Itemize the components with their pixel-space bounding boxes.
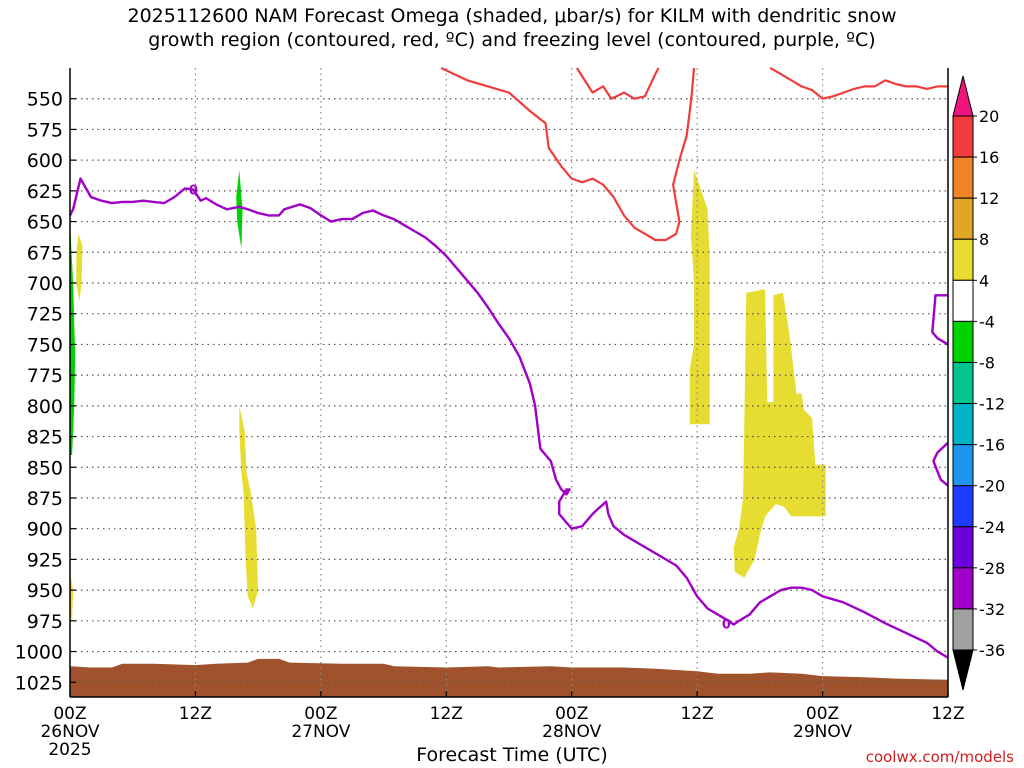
x-tick-label-48: 00Z [555,704,588,724]
y-tick-label-875: 875 [27,488,63,510]
colorbar-swatch-0 [952,115,974,158]
y-tick-label-750: 750 [27,334,63,356]
x-tick-label-12: 12Z [179,704,212,724]
x-date-label-24: 27NOV [291,722,350,742]
colorbar-label-6: -8 [979,353,995,372]
colorbar-label-11: -28 [979,559,1005,578]
colorbar-swatch-4 [952,279,974,322]
y-tick-label-1025: 1025 [15,672,63,694]
dgz-contour-2 [769,67,948,100]
colorbar-swatch-2 [952,197,974,240]
omega-region-3 [70,571,74,621]
y-tick-label-925: 925 [27,549,63,571]
colorbar-label-13: -36 [979,641,1005,660]
colorbar-swatch-8 [952,444,974,487]
y-tick-label-975: 975 [27,611,63,633]
y-tick-label-650: 650 [27,212,63,234]
y-tick-label-1000: 1000 [15,642,63,664]
colorbar-label-1: 16 [979,148,999,167]
x-date-label-48: 28NOV [542,722,601,742]
axes: 550 575 600 625 650 675 700 725 750 775 800 825 850 8… [15,68,965,760]
colorbar-label-0: 20 [979,107,999,126]
colorbar-swatch-5 [952,320,974,363]
y-tick-label-900: 900 [27,519,63,541]
x-year-label-0: 2025 [48,740,91,760]
dgz-contour-0 [440,67,696,242]
y-tick-label-550: 550 [27,89,63,111]
y-tick-label-700: 700 [27,273,63,295]
freezing-level-fragment-a [931,294,949,346]
x-tick-label-36: 12Z [430,704,463,724]
colorbar-swatch-12 [952,608,974,651]
colorbar-swatch-7 [952,403,974,446]
title-line-1: 2025112600 NAM Forecast Omega (shaded, μ… [127,5,897,27]
dgz-contour-1 [575,67,660,100]
omega-region-4 [239,405,259,609]
x-tick-label-60: 12Z [681,704,714,724]
y-tick-label-675: 675 [27,242,63,264]
colorbar-bottom-arrow [952,649,974,691]
colorbar-swatch-9 [952,485,974,528]
colorbar-label-12: -32 [979,600,1005,619]
colorbar-label-7: -12 [979,395,1005,414]
y-tick-label-775: 775 [27,365,63,387]
colorbar-label-10: -24 [979,518,1005,537]
y-tick-label-725: 725 [27,304,63,326]
grid [70,68,948,697]
colorbar-swatch-11 [952,567,974,610]
colorbar-swatch-3 [952,238,974,281]
freezing-level-fragment-b [932,441,949,487]
credit-link[interactable]: coolwx.com/models [865,748,1014,766]
x-tick-label-84: 12Z [931,704,964,724]
omega-region-5 [689,170,710,425]
surface-terrain [70,658,948,697]
x-tick-label-24: 00Z [304,704,337,724]
title-line-2: growth region (contoured, red, ºC) and f… [148,29,876,51]
freezing-level-label-1: 0 [722,617,731,632]
colorbar-label-4: 4 [979,271,989,290]
omega-region-0 [70,221,76,455]
freezing-level-contour [68,177,949,659]
y-tick-label-800: 800 [27,396,63,418]
colorbar-swatch-6 [952,361,974,405]
y-tick-label-575: 575 [27,119,63,141]
colorbar-label-9: -20 [979,477,1005,496]
omega-region-2 [76,233,83,302]
y-tick-label-625: 625 [27,181,63,203]
freezing-level-label-0: 0 [189,184,198,199]
colorbar-label-8: -16 [979,436,1005,455]
omega-shading [70,170,826,621]
colorbar-top-arrow [952,75,974,117]
contours: 00 [68,67,949,659]
y-tick-label-825: 825 [27,427,63,449]
x-tick-label-72: 00Z [806,704,839,724]
colorbar-label-5: -4 [979,312,995,331]
x-date-label-0: 26NOV [40,722,99,742]
colorbar: 20 16 12 8 4 -4 -8 -12 -16 -20 -24 -28 -32 -36 [952,75,1005,691]
x-tick-label-0: 00Z [53,704,86,724]
colorbar-label-2: 12 [979,189,999,208]
colorbar-swatch-10 [952,526,974,569]
y-tick-label-600: 600 [27,150,63,172]
x-date-label-72: 29NOV [793,722,852,742]
y-tick-label-850: 850 [27,457,63,479]
colorbar-label-3: 8 [979,230,989,249]
surface-ground [70,658,948,697]
y-tick-label-950: 950 [27,580,63,602]
colorbar-swatch-1 [952,156,974,199]
omega-region-1 [236,170,243,249]
x-axis-label: Forecast Time (UTC) [416,744,608,766]
chart-title: 2025112600 NAM Forecast Omega (shaded, μ… [0,4,1024,52]
omega-region-6 [733,289,826,578]
